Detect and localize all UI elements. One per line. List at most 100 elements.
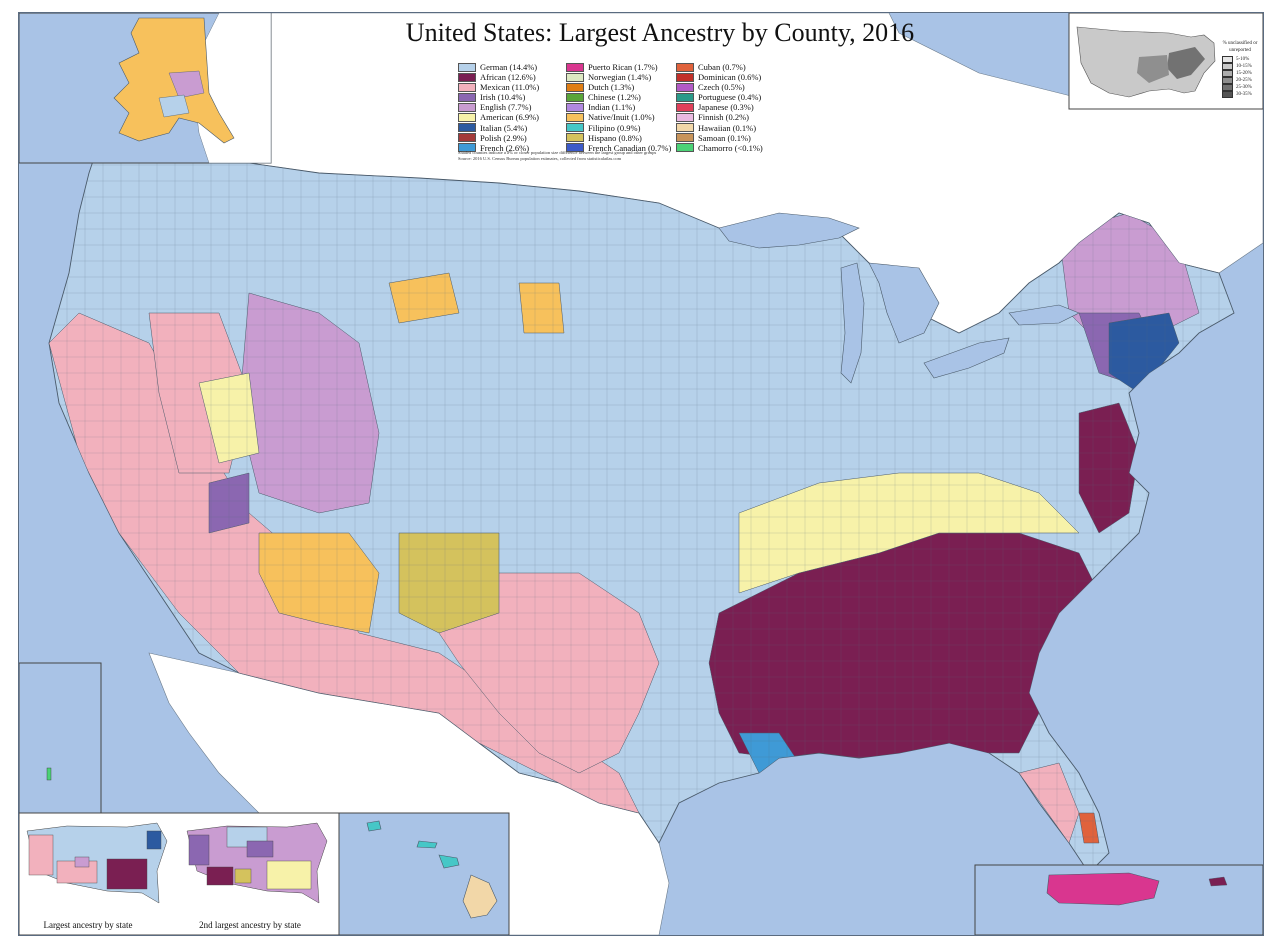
unclassified-label: 25-30%	[1236, 85, 1252, 90]
native-region-dakota	[518, 282, 565, 334]
unclassified-swatch	[1222, 70, 1233, 77]
unclassified-legend: % unclassified or unreported 5-10% 10-15%…	[1222, 40, 1258, 98]
legend-label: French (2.6%)	[480, 142, 530, 153]
legend-swatch	[566, 123, 584, 133]
legend-swatch	[566, 143, 584, 153]
legend-swatch	[676, 102, 694, 112]
unclassified-label: 10-15%	[1236, 64, 1252, 69]
legend-label: Filipino (0.9%)	[588, 122, 641, 133]
alaska-german-region	[158, 94, 190, 118]
state-inset-region	[206, 866, 234, 886]
legend-swatch	[458, 82, 476, 92]
legend-swatch	[676, 62, 694, 72]
largest-ancestry-state-map	[26, 822, 168, 904]
legend-swatch	[566, 62, 584, 72]
puerto-rico-land	[1046, 872, 1160, 906]
unclassified-label: 20-25%	[1236, 78, 1252, 83]
legend-label: Mexican (11.0%)	[480, 82, 540, 93]
map-frame	[18, 12, 1264, 936]
legend-swatch	[676, 113, 694, 123]
unclassified-swatch	[1222, 77, 1233, 84]
legend-note: Shaded counties indicate a 2% or closer …	[458, 150, 778, 161]
legend-label: Dutch (1.3%)	[588, 82, 635, 93]
lake-superior	[718, 212, 860, 249]
legend-column-3: Cuban (0.7%) Dominican (0.6%) Czech (0.5%)…	[676, 62, 763, 153]
legend-label: Dominican (0.6%)	[698, 72, 762, 83]
legend-item: Indian (1.1%)	[566, 102, 671, 112]
unclassified-legend-item: 15-20%	[1222, 70, 1258, 77]
legend-swatch	[566, 92, 584, 102]
legend-label: Portuguese (0.4%)	[698, 92, 762, 103]
legend-item: Czech (0.5%)	[676, 82, 763, 92]
legend-label: French Canadian (0.7%)	[588, 142, 672, 153]
legend-label: Hawaiian (0.1%)	[698, 122, 757, 133]
legend-swatch	[676, 72, 694, 82]
unclassified-swatch	[1222, 91, 1233, 98]
legend-item: Chamorro (<0.1%)	[676, 143, 763, 153]
unclassified-legend-title: % unclassified or unreported	[1222, 41, 1258, 53]
hispano-region-new-mexico	[398, 532, 500, 634]
cuban-region-miami	[1078, 812, 1100, 844]
state-inset-region	[246, 840, 274, 858]
legend-swatch	[676, 123, 694, 133]
legend-label: Finnish (0.2%)	[698, 112, 749, 123]
state-inset-region	[146, 830, 162, 850]
legend-label: Chinese (1.2%)	[588, 92, 641, 103]
legend-note-source: Source: 2016 U.S. Census Bureau populati…	[458, 155, 622, 161]
legend-item: Mexican (11.0%)	[458, 82, 539, 92]
legend-swatch	[458, 113, 476, 123]
unclassified-legend-item: 25-30%	[1222, 84, 1258, 91]
guam-inset	[19, 662, 102, 814]
legend-label: Irish (10.4%)	[480, 92, 526, 103]
largest-ancestry-state-label: Largest ancestry by state	[43, 920, 133, 930]
legend-label: Norwegian (1.4%)	[588, 72, 652, 83]
legend-item: Chinese (1.2%)	[566, 92, 671, 102]
hawaii-island-molokai	[416, 840, 438, 849]
legend-swatch	[566, 72, 584, 82]
legend-swatch	[458, 92, 476, 102]
legend-label: German (14.4%)	[480, 62, 538, 72]
state-inset-region	[74, 856, 90, 868]
map-title: United States: Largest Ancestry by Count…	[405, 18, 915, 47]
legend-swatch	[566, 133, 584, 143]
legend-item: French (2.6%)	[458, 143, 539, 153]
legend-item: Portuguese (0.4%)	[676, 92, 763, 102]
state-inset-region	[188, 834, 210, 866]
legend-item: Finnish (0.2%)	[676, 112, 763, 122]
legend-item: Italian (5.4%)	[458, 123, 539, 133]
legend-label: Puerto Rican (1.7%)	[588, 62, 658, 72]
second-largest-ancestry-state-map	[186, 822, 328, 904]
legend-swatch	[458, 123, 476, 133]
unclassified-legend-item: 5-10%	[1222, 56, 1258, 63]
state-inset-region	[266, 860, 312, 890]
legend-swatch	[458, 133, 476, 143]
legend-label: Chamorro (<0.1%)	[698, 142, 763, 153]
legend-item: Dominican (0.6%)	[676, 72, 763, 82]
legend-item: Norwegian (1.4%)	[566, 72, 671, 82]
hawaii-island-oahu	[366, 820, 382, 832]
legend-item: Dutch (1.3%)	[566, 82, 671, 92]
legend-swatch	[676, 92, 694, 102]
legend-item: Hispano (0.8%)	[566, 133, 671, 143]
legend-swatch	[566, 113, 584, 123]
hawaii-inset	[338, 812, 510, 935]
legend-label: Italian (5.4%)	[480, 122, 528, 133]
legend-swatch	[676, 133, 694, 143]
unclassified-label: 15-20%	[1236, 71, 1252, 76]
legend-label: Japanese (0.3%)	[698, 102, 754, 113]
legend-label: English (7.7%)	[480, 102, 532, 113]
legend-item: Samoan (0.1%)	[676, 133, 763, 143]
county-ancestry-map	[19, 13, 1263, 935]
legend-label: Polish (2.9%)	[480, 132, 527, 143]
lake-michigan	[840, 262, 865, 384]
second-largest-ancestry-state-label: 2nd largest ancestry by state	[199, 920, 301, 930]
legend-label: Native/Inuit (1.0%)	[588, 112, 655, 123]
alaska-english-region	[168, 70, 205, 99]
legend-swatch	[566, 82, 584, 92]
legend-item: German (14.4%)	[458, 62, 539, 72]
unclassified-dark-region	[1167, 47, 1205, 79]
legend-swatch	[458, 102, 476, 112]
state-inset-region	[28, 834, 54, 876]
state-inset-region	[106, 858, 148, 890]
unclassified-swatch	[1222, 63, 1233, 70]
